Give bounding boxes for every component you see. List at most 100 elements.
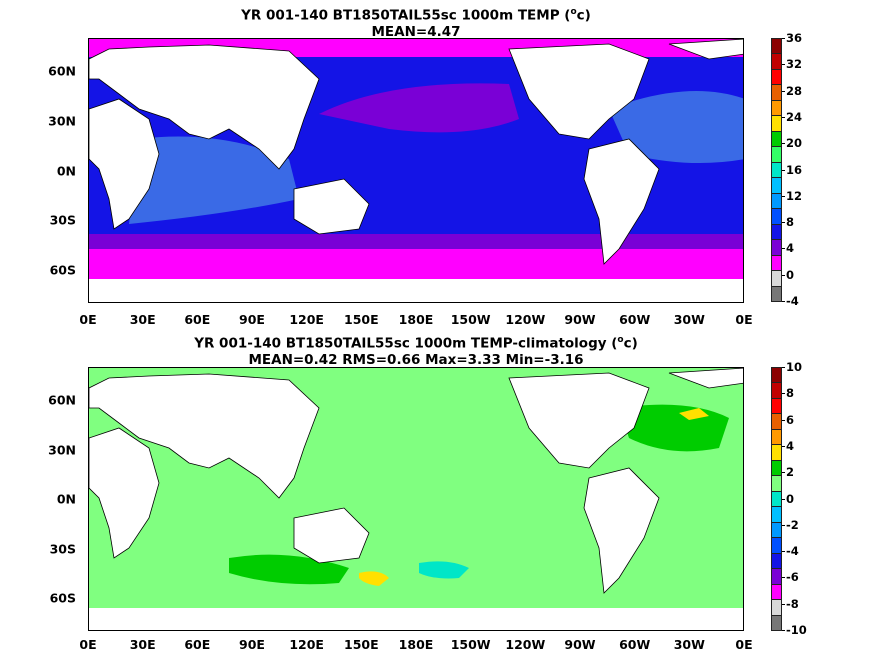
colorbar-tick bbox=[782, 38, 785, 39]
lat-tick-label: 0N bbox=[56, 163, 76, 178]
colorbar-segment bbox=[771, 38, 782, 55]
eurasia bbox=[89, 44, 320, 170]
north-atlantic-region bbox=[609, 91, 743, 163]
colorbar-segment bbox=[771, 192, 782, 210]
lon-tick-label: 150E bbox=[344, 312, 379, 327]
australia bbox=[293, 507, 370, 564]
colorbar-tick bbox=[782, 498, 785, 500]
positive-anomaly-patch bbox=[359, 571, 389, 586]
lon-tick-label: 30W bbox=[673, 312, 705, 327]
antarctica bbox=[89, 279, 743, 302]
lon-tick-label: 150W bbox=[450, 637, 491, 652]
indian-ocean-region bbox=[129, 136, 299, 224]
panel1-map bbox=[88, 38, 744, 303]
colorbar-tick bbox=[782, 116, 785, 118]
colorbar-segment bbox=[771, 459, 782, 477]
colorbar-segment bbox=[771, 84, 782, 101]
colorbar-segment bbox=[771, 177, 782, 194]
colorbar-segment bbox=[771, 397, 782, 415]
panel2-title-line1: YR 001-140 BT1850TAIL55sc 1000m TEMP-cli… bbox=[194, 335, 638, 352]
north-america bbox=[508, 372, 650, 469]
lon-tick-label: 60W bbox=[619, 312, 651, 327]
colorbar-segment bbox=[771, 367, 782, 384]
lon-tick-label: 30W bbox=[673, 637, 705, 652]
colorbar-segment bbox=[771, 428, 782, 446]
colorbar-label: 16 bbox=[786, 162, 803, 177]
colorbar-tick bbox=[782, 143, 785, 145]
colorbar-tick bbox=[782, 222, 785, 224]
colorbar-label: 28 bbox=[786, 83, 803, 98]
colorbar-segment bbox=[771, 537, 782, 554]
lon-tick-label: 90E bbox=[239, 637, 265, 652]
colorbar-segment bbox=[771, 552, 782, 570]
north-pacific-tongue bbox=[319, 83, 519, 133]
panel1-map-svg bbox=[89, 39, 743, 302]
antarctica bbox=[89, 608, 743, 630]
colorbar-tick bbox=[782, 472, 785, 474]
colorbar-tick bbox=[782, 577, 785, 579]
colorbar-label: -8 bbox=[786, 596, 799, 611]
colorbar-label: 20 bbox=[786, 136, 803, 151]
panel2-map bbox=[88, 367, 744, 631]
eurasia bbox=[89, 373, 320, 499]
colorbar-segment bbox=[771, 254, 782, 272]
land bbox=[89, 39, 743, 265]
colorbar-segment bbox=[771, 599, 782, 616]
lat-tick-label: 30N bbox=[48, 113, 76, 129]
colorbar-label: 36 bbox=[786, 31, 803, 45]
panel2-map-svg bbox=[89, 368, 743, 630]
colorbar-tick bbox=[782, 169, 785, 171]
lon-tick-label: 150E bbox=[344, 637, 379, 652]
lat-tick-label: 60N bbox=[48, 392, 76, 408]
lon-tick-label: 0E bbox=[735, 312, 753, 327]
colorbar-label: 4 bbox=[786, 241, 795, 256]
south-america bbox=[583, 138, 660, 265]
colorbar-segment bbox=[771, 568, 782, 585]
panel2-title: YR 001-140 BT1850TAIL55sc 1000m TEMP-cli… bbox=[88, 332, 744, 368]
colorbar-segment bbox=[771, 285, 782, 302]
colorbar-tick bbox=[782, 445, 785, 447]
colorbar-tick bbox=[782, 274, 785, 276]
panel2-colorbar bbox=[771, 367, 782, 631]
colorbar-label: -10 bbox=[786, 623, 807, 637]
colorbar-tick bbox=[782, 603, 785, 605]
colorbar-label: 10 bbox=[786, 360, 803, 374]
lon-tick-label: 90E bbox=[239, 312, 265, 327]
colorbar-segment bbox=[771, 475, 782, 492]
lat-tick-label: 30S bbox=[49, 541, 76, 556]
colorbar-segment bbox=[771, 68, 782, 86]
lon-tick-label: 0E bbox=[79, 637, 97, 652]
north-america bbox=[508, 43, 650, 140]
lon-tick-label: 120E bbox=[289, 312, 324, 327]
colorbar-label: -4 bbox=[786, 544, 799, 559]
panel1-title: YR 001-140 BT1850TAIL55sc 1000m TEMP (oc… bbox=[88, 4, 744, 40]
colorbar-label: 0 bbox=[786, 491, 795, 506]
colorbar-tick bbox=[782, 630, 785, 631]
lon-tick-label: 0E bbox=[735, 637, 753, 652]
colorbar-segment bbox=[771, 115, 782, 132]
colorbar-segment bbox=[771, 614, 782, 631]
colorbar-segment bbox=[771, 506, 782, 523]
greenland bbox=[668, 39, 743, 60]
lon-tick-label: 60E bbox=[184, 312, 211, 327]
colorbar-segment bbox=[771, 161, 782, 179]
colorbar-tick bbox=[782, 90, 785, 92]
colorbar-segment bbox=[771, 208, 782, 225]
colorbar-segment bbox=[771, 490, 782, 508]
lon-tick-label: 120E bbox=[289, 637, 324, 652]
colorbar-segment bbox=[771, 444, 782, 461]
lon-tick-label: 120W bbox=[505, 637, 546, 652]
lat-tick-label: 30N bbox=[48, 442, 76, 457]
lon-tick-label: 150W bbox=[450, 312, 491, 327]
lat-tick-label: 30S bbox=[49, 212, 76, 228]
africa bbox=[89, 98, 160, 230]
south-america bbox=[583, 467, 660, 594]
lat-tick-label: 0N bbox=[56, 491, 76, 507]
australia bbox=[293, 178, 370, 235]
lat-tick-label: 60S bbox=[49, 262, 76, 278]
lon-tick-label: 60E bbox=[184, 637, 211, 652]
lon-tick-label: 180E bbox=[398, 637, 434, 652]
colorbar-segment bbox=[771, 270, 782, 287]
colorbar-tick bbox=[782, 195, 785, 197]
lon-tick-label: 0E bbox=[79, 312, 97, 327]
